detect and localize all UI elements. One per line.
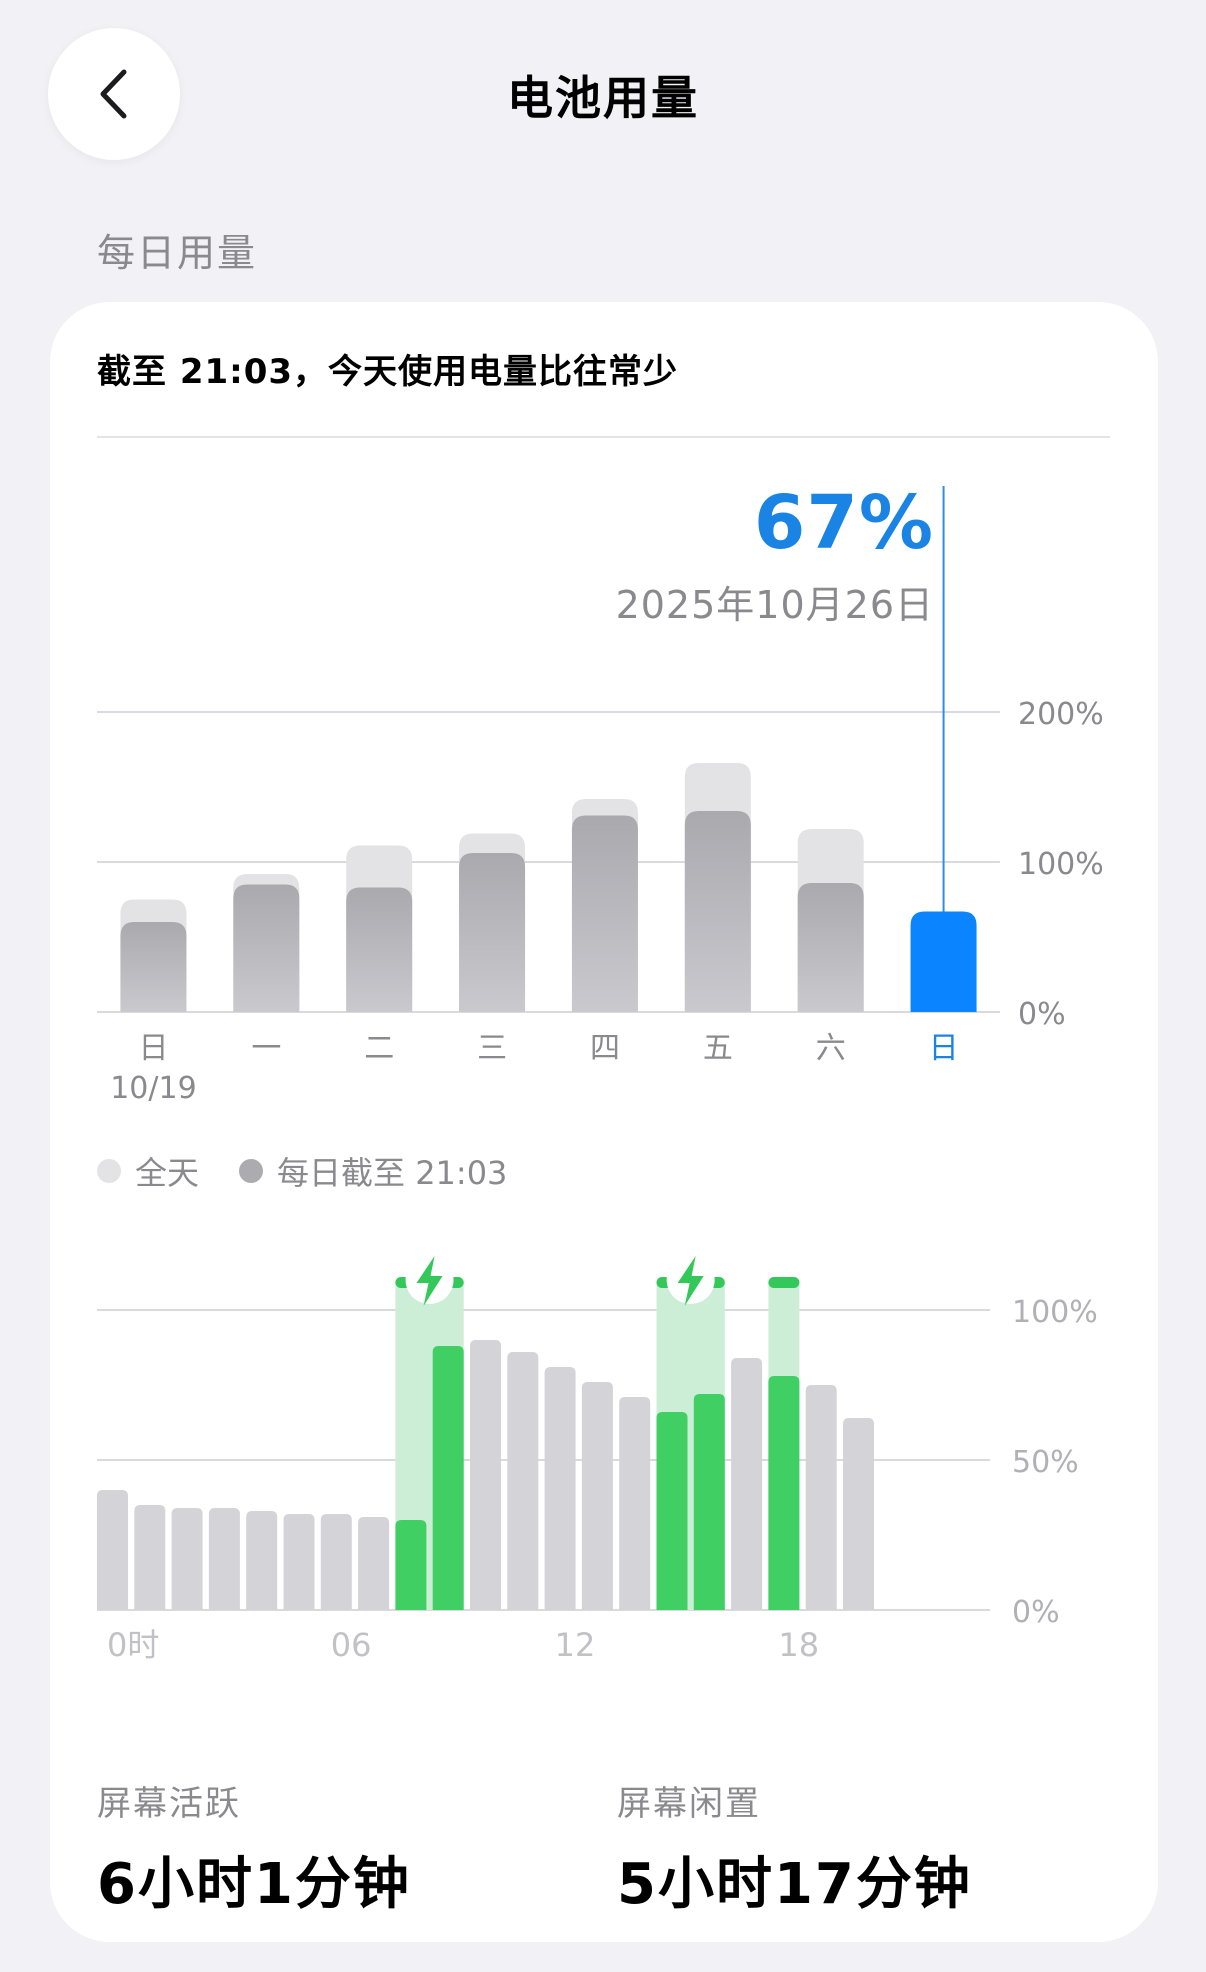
legend-until-now-label: 每日截至 21:03 — [277, 1154, 508, 1192]
hour-bar-charging — [693, 1394, 725, 1610]
battery-usage-card — [50, 302, 1158, 1942]
charging-bolt-icon — [666, 1256, 715, 1306]
hour-bar — [358, 1517, 390, 1610]
hour-bar-charging — [656, 1412, 688, 1610]
x-tick-label: 06 — [331, 1626, 372, 1664]
legend-full-day: 全天 — [97, 1148, 199, 1194]
selected-percent: 67% — [753, 480, 934, 566]
y-tick-label: 100% — [1018, 847, 1104, 882]
hour-bar — [843, 1418, 874, 1610]
legend-dot-until-now — [239, 1159, 264, 1183]
bar-until-now — [797, 883, 864, 1012]
y-tick-label: 200% — [1018, 697, 1104, 732]
hour-bar — [320, 1514, 352, 1610]
y-tick-label: 0% — [1012, 1595, 1060, 1630]
hour-bar — [619, 1397, 651, 1610]
charging-bolt-icon — [405, 1256, 454, 1306]
chart-legend: 全天 每日截至 21:03 — [97, 1148, 547, 1194]
hour-bar-charging — [432, 1346, 464, 1610]
bar-until-now — [571, 815, 638, 1012]
hour-bar — [470, 1340, 501, 1610]
hour-bar — [171, 1508, 203, 1610]
chevron-left-icon — [100, 69, 127, 119]
selected-date: 2025年10月26日 — [615, 583, 934, 627]
charging-cap — [768, 1277, 800, 1288]
hour-bar — [507, 1352, 539, 1610]
x-tick-label: 0时 — [107, 1626, 159, 1664]
hour-bar — [208, 1508, 240, 1610]
bar-until-now — [684, 811, 751, 1012]
hour-bar — [544, 1367, 576, 1610]
hour-bar — [283, 1514, 315, 1610]
x-tick-label: 日 — [929, 1031, 959, 1066]
hour-bar-charging — [395, 1520, 427, 1610]
hour-bar — [731, 1358, 763, 1610]
x-tick-label: 18 — [778, 1626, 819, 1664]
screen-off-value: 5小时17分钟 — [617, 1852, 972, 1917]
hour-bar — [134, 1505, 166, 1610]
y-tick-label: 0% — [1018, 997, 1066, 1032]
legend-full-day-label: 全天 — [135, 1154, 200, 1192]
x-tick-label: 三 — [477, 1031, 507, 1066]
screen-on-stat: 屏幕活跃 6小时1分钟 — [97, 1776, 411, 1920]
x-tick-label: 二 — [364, 1031, 394, 1066]
usage-summary: 截至 21:03，今天使用电量比往常少 — [97, 352, 679, 392]
page-title: 电池用量 — [507, 71, 699, 125]
bar-until-now — [459, 853, 526, 1012]
screen-on-value: 6小时1分钟 — [97, 1852, 411, 1917]
divider — [97, 436, 1110, 438]
hour-bar — [805, 1385, 837, 1610]
legend-until-now: 每日截至 21:03 — [239, 1148, 507, 1194]
bar-today — [910, 911, 977, 1012]
screen-off-label: 屏幕闲置 — [617, 1784, 761, 1824]
x-tick-label: 六 — [816, 1031, 846, 1066]
x-tick-label: 12 — [555, 1626, 596, 1664]
x-tick-label: 一 — [251, 1031, 281, 1066]
daily-usage-chart[interactable]: 200% 100% 0% 日 10/19 一 二 三 四 五 六 日 — [0, 0, 1206, 1140]
y-tick-label: 50% — [1012, 1445, 1079, 1480]
back-button[interactable] — [48, 28, 180, 160]
hour-bar — [97, 1490, 128, 1610]
screen-off-stat: 屏幕闲置 5小时17分钟 — [617, 1776, 972, 1920]
hour-bar — [581, 1382, 613, 1610]
x-tick-label: 四 — [590, 1031, 620, 1066]
screen-on-label: 屏幕活跃 — [97, 1784, 241, 1824]
section-label: 每日用量 — [97, 231, 258, 275]
y-tick-label: 100% — [1012, 1295, 1098, 1330]
x-tick-label: 日 — [138, 1031, 168, 1066]
x-tick-date: 10/19 — [110, 1071, 196, 1106]
bar-until-now — [233, 884, 300, 1012]
bar-until-now — [120, 922, 187, 1012]
hour-bar-charging — [768, 1376, 800, 1610]
hour-bar — [246, 1511, 278, 1610]
legend-dot-full-day — [97, 1159, 121, 1183]
bar-until-now — [346, 887, 413, 1012]
x-tick-label: 五 — [703, 1031, 733, 1066]
